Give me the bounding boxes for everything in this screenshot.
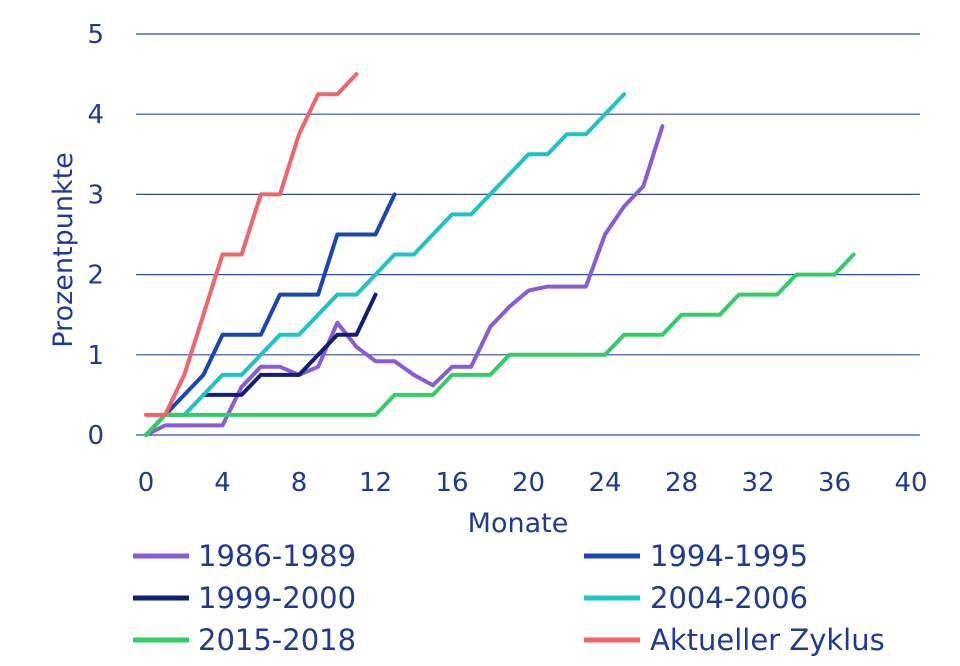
x-axis-title: Monate (468, 508, 569, 539)
legend-label: Aktueller Zyklus (650, 623, 885, 657)
series-line-6 (144, 72, 359, 417)
y-tick-label: 2 (87, 261, 104, 291)
x-tick-label: 28 (665, 468, 698, 498)
legend-label: 2004-2006 (650, 581, 808, 615)
series-lines (144, 72, 856, 437)
series-line-5 (144, 252, 856, 437)
x-tick-label: 40 (894, 468, 927, 498)
y-tick-label: 5 (87, 20, 104, 50)
x-tick-label: 0 (138, 468, 155, 498)
x-tick-label: 32 (741, 468, 774, 498)
x-tick-labels: 0 4 8 12 16 20 24 28 32 36 40 (138, 468, 928, 498)
y-tick-label: 0 (87, 421, 104, 451)
x-tick-label: 36 (818, 468, 851, 498)
y-tick-label: 4 (87, 100, 104, 130)
x-tick-label: 24 (588, 468, 621, 498)
legend-label: 1999-2000 (198, 581, 356, 615)
y-axis-title: Prozentpunkte (48, 152, 79, 348)
x-tick-label: 16 (435, 468, 468, 498)
legend: 1986-1989 1994-1995 1999-2000 2004-2006 2015… (133, 539, 885, 657)
y-tick-labels: 0 1 2 3 4 5 (87, 20, 104, 451)
legend-label: 1994-1995 (650, 539, 808, 573)
series-line-2 (144, 192, 397, 437)
x-tick-label: 12 (359, 468, 392, 498)
y-tick-label: 1 (87, 341, 104, 371)
series-line-3 (201, 292, 378, 397)
x-tick-label: 8 (291, 468, 308, 498)
y-tick-label: 3 (87, 180, 104, 210)
x-tick-label: 4 (214, 468, 231, 498)
series-line-4 (144, 92, 627, 437)
series-line-1 (144, 124, 665, 437)
legend-label: 1986-1989 (198, 539, 356, 573)
x-tick-label: 20 (512, 468, 545, 498)
legend-label: 2015-2018 (198, 623, 356, 657)
